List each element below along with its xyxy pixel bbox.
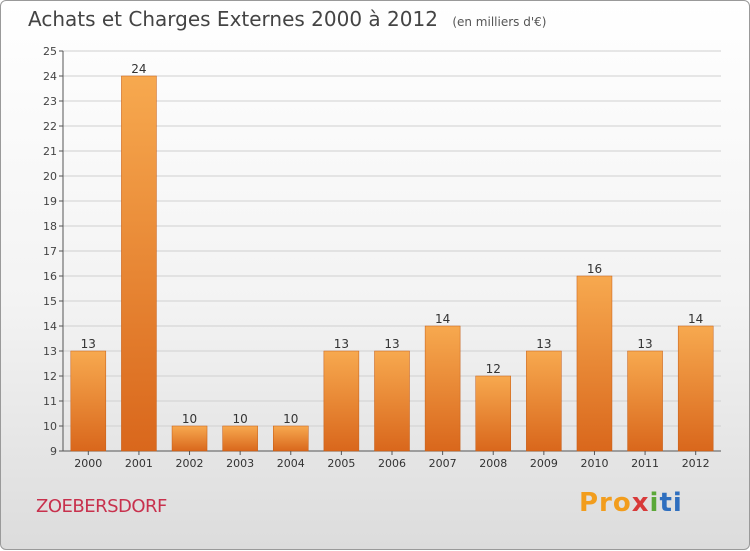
x-tick-label: 2009: [530, 457, 558, 470]
data-label: 10: [283, 412, 298, 426]
x-tick-label: 2010: [580, 457, 608, 470]
data-label: 13: [334, 337, 349, 351]
x-tick-label: 2007: [429, 457, 457, 470]
bar: [576, 275, 613, 452]
data-label: 16: [587, 262, 602, 276]
y-tick-label: 16: [43, 270, 57, 283]
bar: [475, 375, 511, 452]
logo-part-1: Pro: [579, 488, 632, 518]
bar: [424, 325, 461, 452]
x-tick-label: 2011: [631, 457, 659, 470]
y-tick-label: 15: [43, 295, 57, 308]
logo-part-4: ti: [659, 488, 683, 518]
data-label: 13: [81, 337, 96, 351]
bar: [121, 75, 157, 452]
bar: [526, 350, 562, 452]
chart-subtitle: (en milliers d'€): [452, 15, 547, 29]
y-tick-label: 14: [43, 320, 57, 333]
location-label: ZOEBERSDORF: [36, 496, 167, 517]
y-tick-label: 22: [43, 120, 57, 133]
data-label: 24: [131, 62, 146, 76]
y-tick-label: 9: [50, 445, 57, 458]
data-label: 14: [435, 312, 450, 326]
y-tick-label: 18: [43, 220, 57, 233]
bar: [222, 425, 258, 452]
x-tick-label: 2000: [74, 457, 102, 470]
y-tick-label: 19: [43, 195, 57, 208]
logo-part-3: i: [649, 488, 660, 518]
x-tick-label: 2004: [277, 457, 305, 470]
proxiti-logo: Proxiti: [579, 488, 683, 518]
x-tick-label: 2005: [327, 457, 355, 470]
y-tick-label: 20: [43, 170, 57, 183]
x-tick-label: 2008: [479, 457, 507, 470]
x-tick-label: 2001: [125, 457, 153, 470]
data-label: 10: [233, 412, 248, 426]
chart-title: Achats et Charges Externes 2000 à 2012 (…: [28, 7, 546, 31]
data-label: 13: [637, 337, 652, 351]
bar: [273, 425, 309, 452]
x-tick-label: 2012: [682, 457, 710, 470]
bar: [323, 350, 360, 452]
x-tick-label: 2006: [378, 457, 406, 470]
x-tick-label: 2002: [176, 457, 204, 470]
bar: [171, 425, 208, 452]
y-tick-label: 13: [43, 345, 57, 358]
bar: [374, 350, 410, 452]
logo-part-2: x: [631, 488, 650, 518]
bar: [627, 350, 663, 452]
data-label: 14: [688, 312, 703, 326]
y-tick-label: 12: [43, 370, 57, 383]
data-label: 13: [536, 337, 551, 351]
x-tick-label: 2003: [226, 457, 254, 470]
y-tick-label: 23: [43, 95, 57, 108]
data-label: 12: [486, 362, 501, 376]
y-tick-label: 21: [43, 145, 57, 158]
y-tick-label: 25: [43, 45, 57, 58]
data-label: 13: [384, 337, 399, 351]
y-tick-label: 10: [43, 420, 57, 433]
bar: [70, 350, 107, 452]
y-tick-label: 24: [43, 70, 57, 83]
bar: [677, 325, 714, 452]
chart-title-text: Achats et Charges Externes 2000 à 2012: [28, 7, 438, 31]
data-label: 10: [182, 412, 197, 426]
y-tick-label: 17: [43, 245, 57, 258]
y-tick-label: 11: [43, 395, 57, 408]
